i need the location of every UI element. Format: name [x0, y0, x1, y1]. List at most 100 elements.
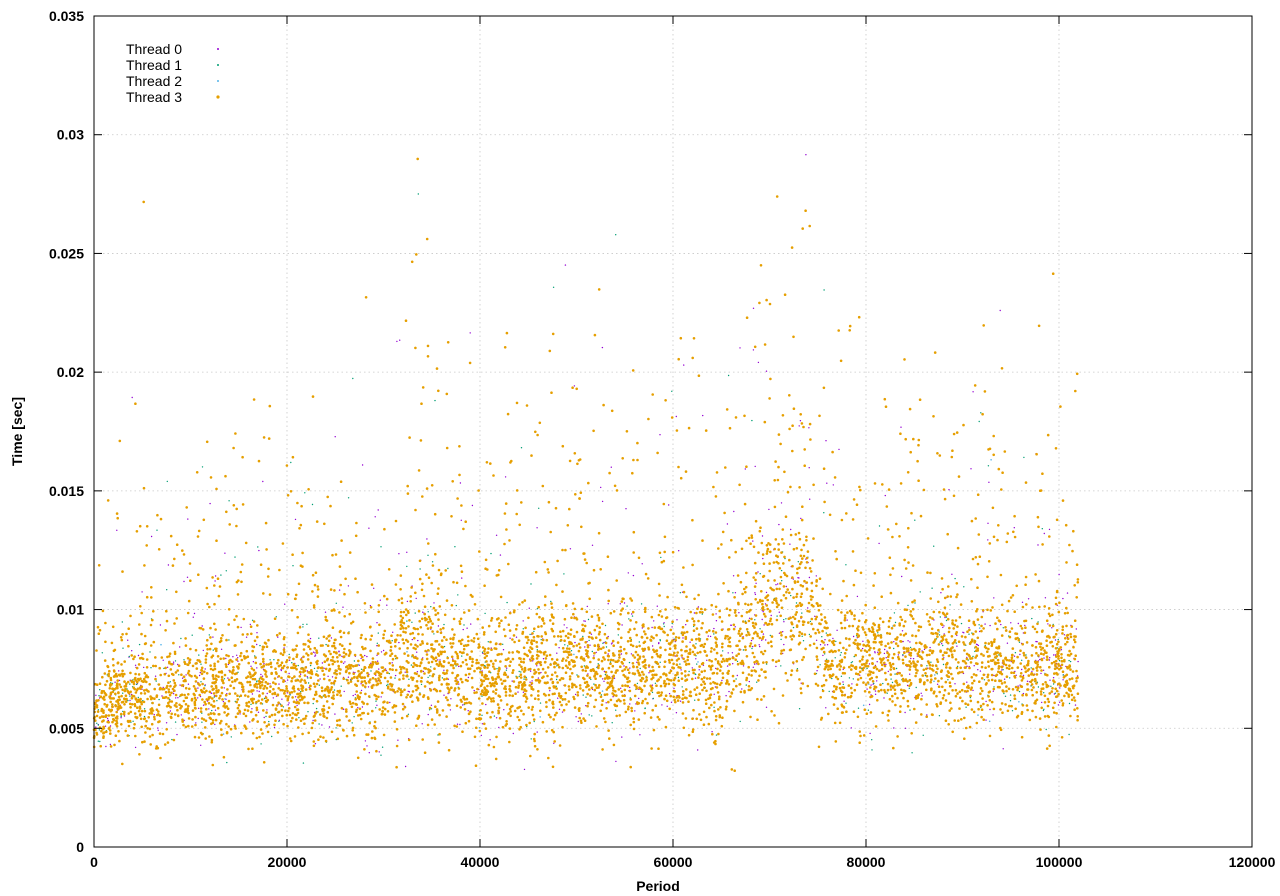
- data-point: [121, 621, 124, 623]
- data-point: [1066, 640, 1069, 644]
- data-point: [1024, 624, 1026, 627]
- data-point: [619, 603, 621, 605]
- data-point: [417, 639, 419, 642]
- data-point: [443, 623, 445, 626]
- data-point: [868, 663, 871, 665]
- data-point: [834, 687, 838, 691]
- data-point: [465, 697, 469, 701]
- data-point: [1061, 625, 1065, 628]
- data-point: [398, 553, 400, 555]
- data-point: [621, 624, 623, 626]
- data-point: [958, 690, 962, 694]
- data-point: [272, 687, 275, 691]
- data-point: [876, 629, 879, 632]
- data-point: [806, 684, 810, 688]
- data-point: [312, 651, 315, 653]
- data-point: [862, 704, 865, 707]
- data-point: [897, 654, 900, 656]
- data-point: [1000, 367, 1004, 370]
- data-point: [471, 504, 474, 507]
- data-point: [376, 704, 378, 706]
- data-point: [807, 607, 809, 609]
- data-point: [852, 635, 855, 638]
- data-point: [353, 653, 357, 657]
- data-point: [694, 699, 696, 701]
- data-point: [116, 529, 118, 531]
- data-point: [1017, 685, 1019, 687]
- data-point: [456, 723, 459, 725]
- data-point: [751, 637, 755, 640]
- data-point: [682, 637, 684, 639]
- data-point: [601, 690, 604, 692]
- data-point: [628, 618, 630, 620]
- data-point: [391, 668, 394, 671]
- data-point: [437, 734, 439, 736]
- data-point: [547, 571, 550, 574]
- data-point: [183, 580, 185, 583]
- data-point: [296, 679, 300, 682]
- data-point: [286, 679, 289, 681]
- data-point: [945, 616, 948, 618]
- data-point: [663, 535, 667, 539]
- data-point: [587, 618, 590, 621]
- data-point: [742, 620, 745, 623]
- data-point: [360, 668, 363, 670]
- data-point: [697, 676, 700, 679]
- data-point: [214, 709, 217, 711]
- data-point: [621, 736, 623, 738]
- data-point: [885, 657, 887, 659]
- data-point: [443, 694, 445, 696]
- data-point: [880, 643, 883, 646]
- data-point: [644, 663, 647, 667]
- data-point: [906, 680, 909, 683]
- data-point: [782, 631, 784, 633]
- data-point: [419, 568, 421, 570]
- data-point: [969, 661, 973, 664]
- data-point: [396, 340, 398, 343]
- data-point: [530, 738, 532, 740]
- data-point: [593, 683, 595, 685]
- data-point: [777, 583, 779, 585]
- data-point: [808, 427, 810, 429]
- data-point: [210, 692, 213, 694]
- data-point: [246, 680, 249, 684]
- data-point: [795, 602, 798, 604]
- data-point: [630, 653, 633, 655]
- data-point: [659, 661, 661, 663]
- data-point: [733, 510, 735, 513]
- data-point: [224, 698, 226, 700]
- data-point: [999, 309, 1001, 312]
- data-point: [461, 577, 463, 579]
- data-point: [832, 637, 834, 640]
- data-point: [888, 646, 891, 650]
- data-point: [427, 611, 429, 613]
- data-point: [195, 722, 197, 724]
- data-point: [1003, 678, 1006, 680]
- data-point: [930, 627, 934, 631]
- data-point: [552, 286, 555, 288]
- data-point: [561, 711, 564, 713]
- data-point: [159, 624, 162, 626]
- data-point: [391, 662, 393, 664]
- data-point: [643, 610, 647, 614]
- data-point: [1009, 700, 1012, 702]
- data-point: [751, 419, 753, 422]
- data-point: [814, 615, 816, 617]
- data-point: [537, 625, 540, 628]
- data-point: [1049, 657, 1051, 659]
- data-point: [611, 722, 613, 724]
- data-point: [212, 636, 214, 638]
- data-point: [825, 440, 827, 442]
- data-point: [907, 640, 909, 642]
- data-point: [300, 691, 302, 693]
- data-point: [877, 651, 879, 653]
- data-point: [977, 669, 979, 671]
- data-point: [590, 633, 593, 635]
- data-point: [759, 628, 761, 630]
- data-point: [481, 651, 484, 653]
- data-point: [1044, 597, 1047, 599]
- data-point: [528, 607, 530, 609]
- data-point: [563, 573, 565, 575]
- data-point: [1061, 628, 1064, 632]
- data-point: [563, 624, 565, 626]
